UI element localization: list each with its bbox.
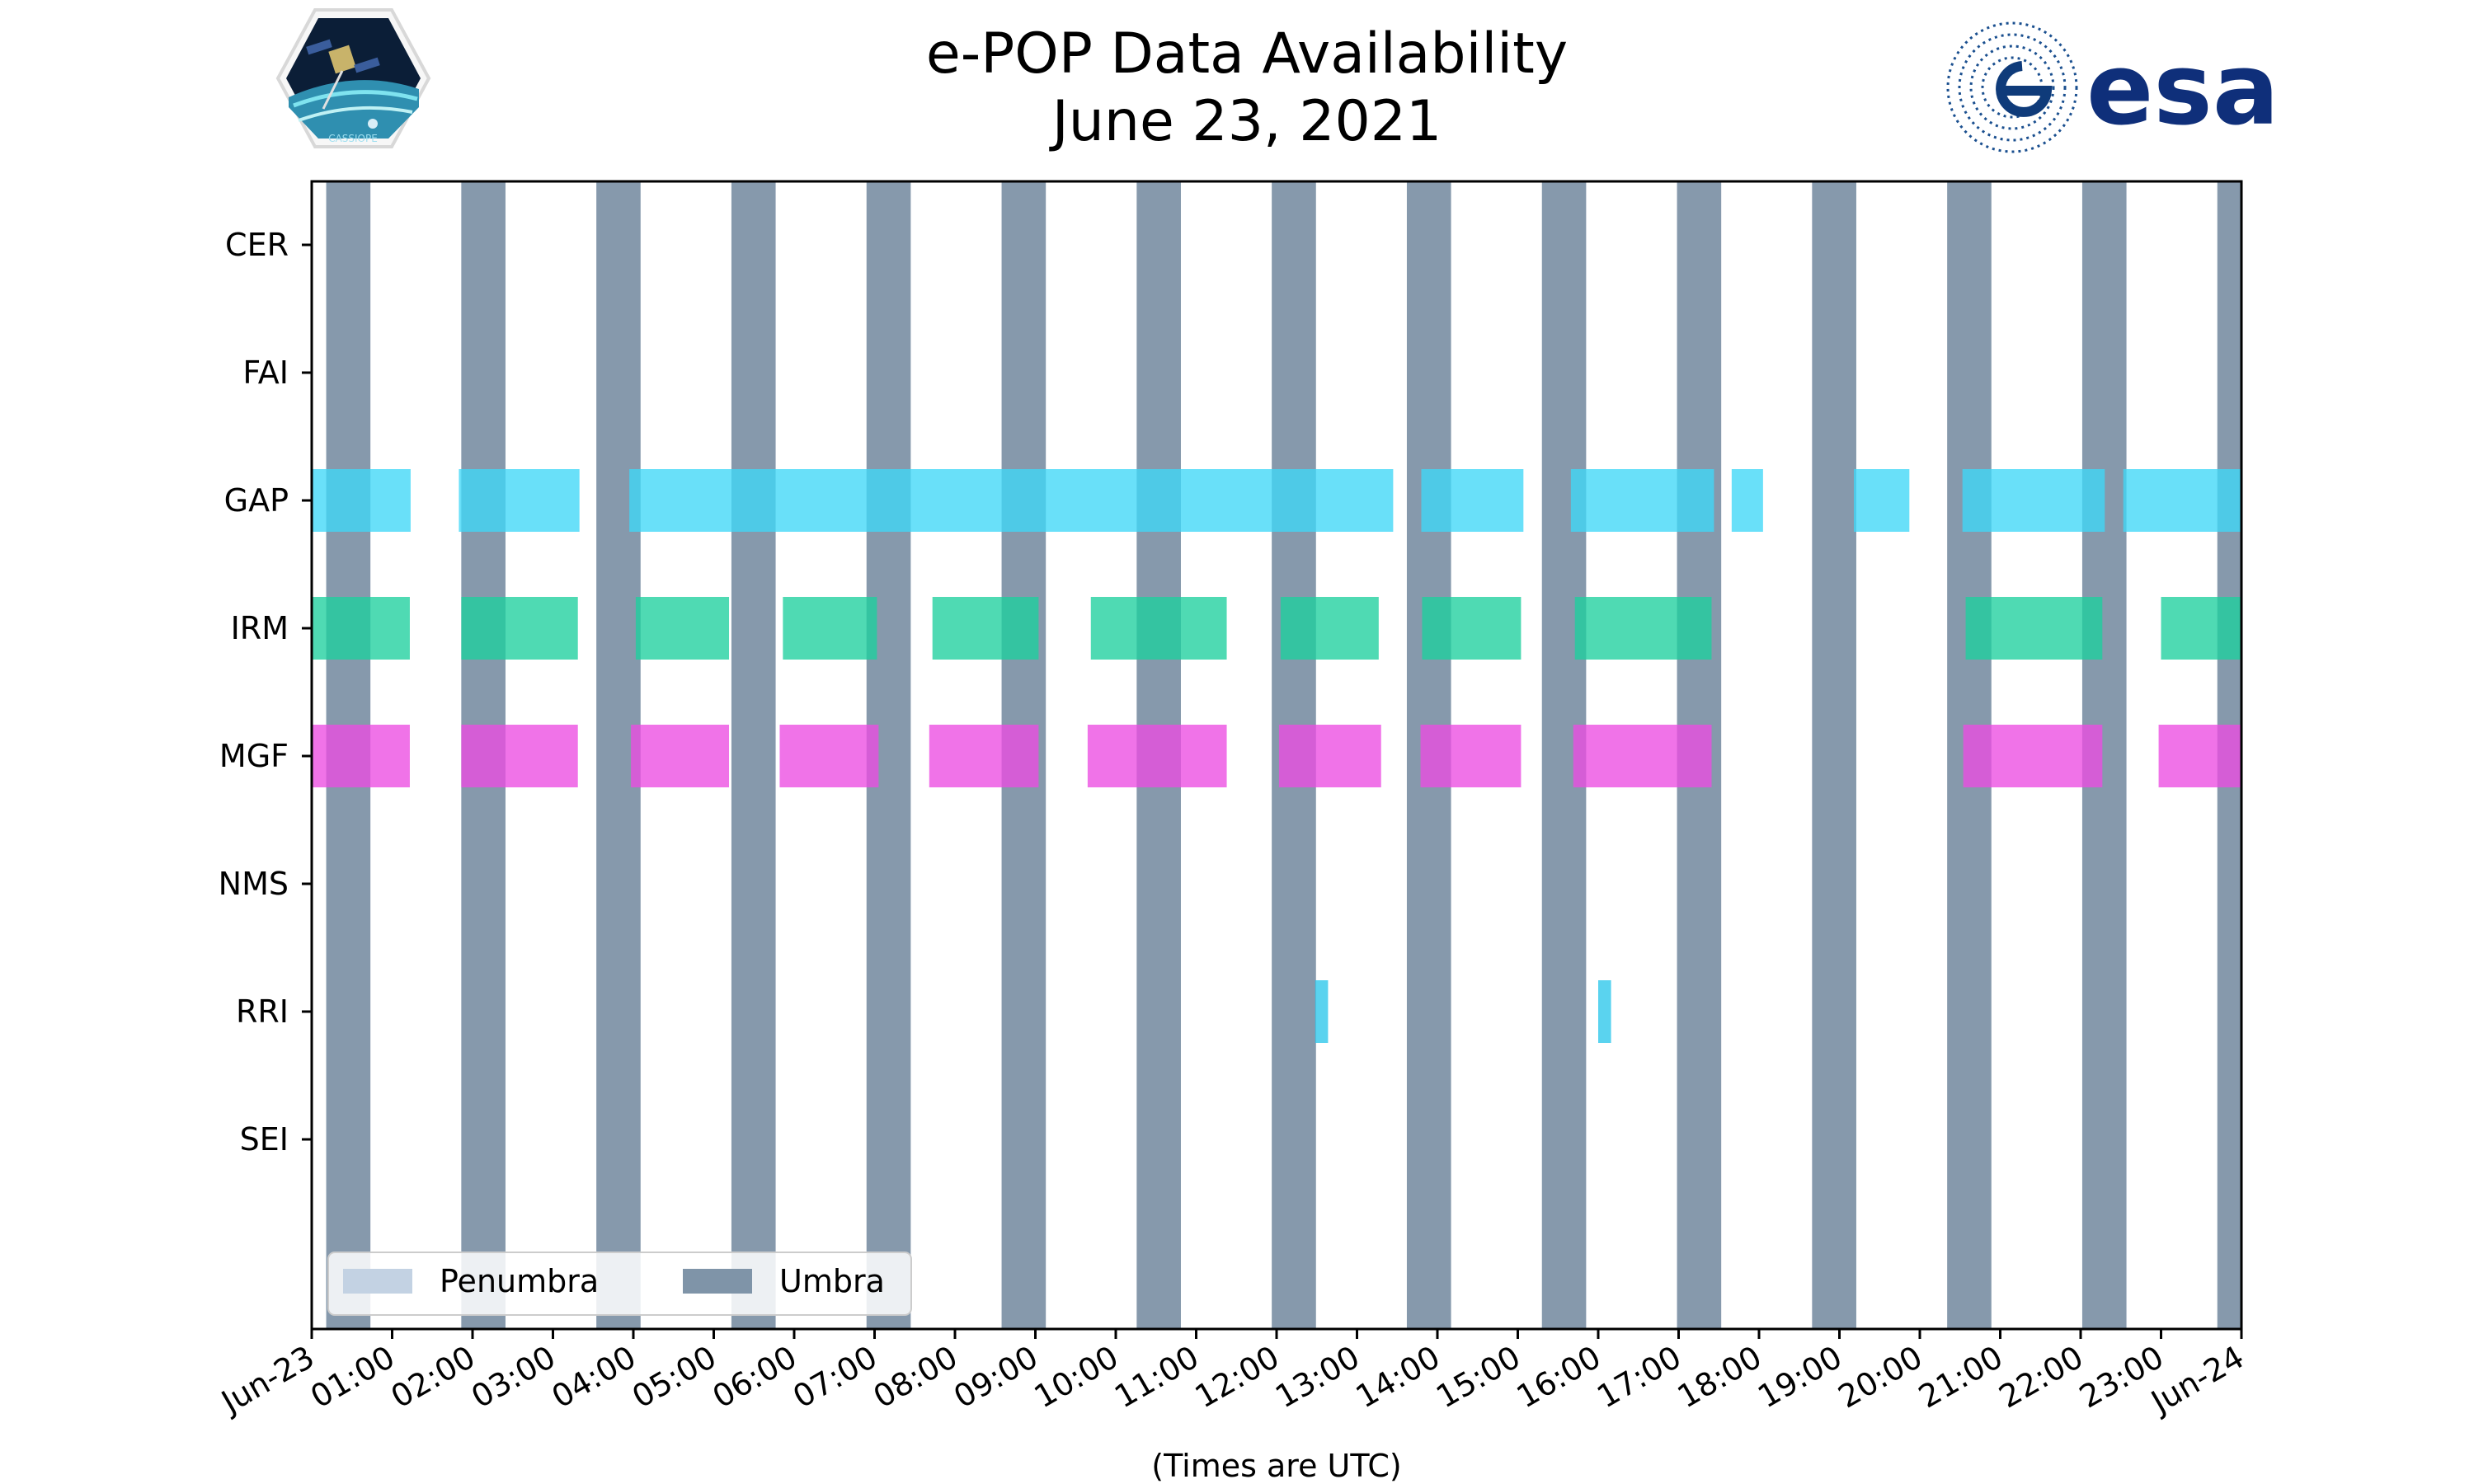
- esa-logo: esa: [1946, 21, 2279, 153]
- cassiope-label: CASSIOPE: [328, 133, 378, 144]
- availability-bar-mgf: [312, 725, 410, 787]
- availability-bar-gap: [1854, 469, 1910, 532]
- x-tick-label: 09:00: [948, 1339, 1044, 1416]
- x-tick-label: 15:00: [1430, 1339, 1526, 1416]
- x-tick-label: 02:00: [385, 1339, 482, 1416]
- y-tick-label: NMS: [219, 866, 289, 902]
- availability-bar-irm: [1574, 597, 1712, 660]
- availability-bar-mgf: [1087, 725, 1227, 787]
- legend-label-penumbra: Penumbra: [440, 1263, 599, 1299]
- x-axis: Jun-2301:0002:0003:0004:0005:0006:0007:0…: [214, 1329, 2251, 1421]
- y-tick-label: MGF: [219, 738, 289, 774]
- x-tick-label: 03:00: [465, 1339, 562, 1416]
- availability-bar-irm: [635, 597, 730, 660]
- availability-bar-mgf: [779, 725, 879, 787]
- availability-bar-irm: [932, 597, 1039, 660]
- x-tick-label: 01:00: [304, 1339, 401, 1416]
- legend-swatch-penumbra: [343, 1269, 412, 1294]
- cassiope-logo: CASSIOPE: [275, 8, 431, 148]
- x-tick-label: 05:00: [626, 1339, 722, 1416]
- x-tick-label: 16:00: [1511, 1339, 1607, 1416]
- legend: Penumbra Umbra: [327, 1252, 912, 1316]
- x-tick-label: 21:00: [1912, 1339, 2009, 1416]
- chart-subtitle: June 23, 2021: [1049, 89, 1442, 154]
- availability-bar-mgf: [631, 725, 730, 787]
- availability-bar-irm: [783, 597, 877, 660]
- x-tick-label: 12:00: [1189, 1339, 1286, 1416]
- x-tick-label: 22:00: [1993, 1339, 2090, 1416]
- y-tick-label: CER: [225, 227, 289, 263]
- x-tick-label: Jun-24: [2144, 1339, 2251, 1421]
- x-tick-label: 08:00: [868, 1339, 964, 1416]
- x-tick-label: 10:00: [1028, 1339, 1125, 1416]
- availability-bar-irm: [1280, 597, 1379, 660]
- availability-bar-gap: [2123, 469, 2241, 532]
- x-tick-label: 11:00: [1108, 1339, 1205, 1416]
- availability-bar-irm: [312, 597, 410, 660]
- x-tick-label: 07:00: [787, 1339, 883, 1416]
- availability-bar-mgf: [1278, 725, 1381, 787]
- y-axis: CER FAI GAP IRM MGF NMS RRI SEI: [219, 227, 312, 1158]
- y-tick-label: GAP: [224, 482, 289, 519]
- x-tick-label: 20:00: [1832, 1339, 1929, 1416]
- availability-bar-gap: [1570, 469, 1714, 532]
- legend-label-umbra: Umbra: [779, 1263, 885, 1299]
- availability-bar-irm: [1090, 597, 1227, 660]
- x-tick-label: 19:00: [1752, 1339, 1848, 1416]
- instrument-bars: [312, 469, 2241, 1043]
- x-tick-label: 13:00: [1269, 1339, 1366, 1416]
- x-tick-label: 04:00: [546, 1339, 642, 1416]
- x-tick-label: Jun-23: [214, 1339, 321, 1421]
- umbra-band: [1812, 181, 1856, 1329]
- availability-bar-gap: [1962, 469, 2105, 532]
- x-axis-label: (Times are UTC): [1151, 1448, 1401, 1484]
- availability-bar-irm: [1422, 597, 1522, 660]
- umbra-band: [731, 181, 776, 1329]
- x-tick-label: 17:00: [1591, 1339, 1687, 1416]
- availability-bar-irm: [461, 597, 578, 660]
- availability-bar-gap: [312, 469, 411, 532]
- x-tick-label: 18:00: [1672, 1339, 1768, 1416]
- availability-bar-rri: [1598, 980, 1611, 1043]
- availability-bar-mgf: [2158, 725, 2241, 787]
- chart-title: e-POP Data Availability: [926, 21, 1568, 87]
- y-tick-label: IRM: [231, 610, 289, 646]
- availability-bar-mgf: [461, 725, 578, 787]
- x-tick-label: 06:00: [707, 1339, 803, 1416]
- legend-swatch-umbra: [683, 1269, 752, 1294]
- availability-bar-irm: [2161, 597, 2241, 660]
- availability-bar-gap: [1731, 469, 1763, 532]
- availability-bar-gap: [629, 469, 1394, 532]
- esa-wordmark: esa: [2086, 33, 2279, 148]
- y-tick-label: FAI: [242, 355, 289, 391]
- availability-bar-mgf: [1963, 725, 2103, 787]
- availability-bar-gap: [1421, 469, 1524, 532]
- y-tick-label: RRI: [236, 993, 289, 1030]
- x-tick-label: 14:00: [1350, 1339, 1446, 1416]
- y-tick-label: SEI: [240, 1121, 289, 1158]
- legend-box: [327, 1252, 912, 1316]
- availability-bar-irm: [1965, 597, 2103, 660]
- availability-bar-gap: [459, 469, 580, 532]
- availability-bar-mgf: [929, 725, 1039, 787]
- availability-bar-mgf: [1573, 725, 1712, 787]
- availability-bar-rri: [1315, 980, 1329, 1043]
- availability-bar-mgf: [1420, 725, 1522, 787]
